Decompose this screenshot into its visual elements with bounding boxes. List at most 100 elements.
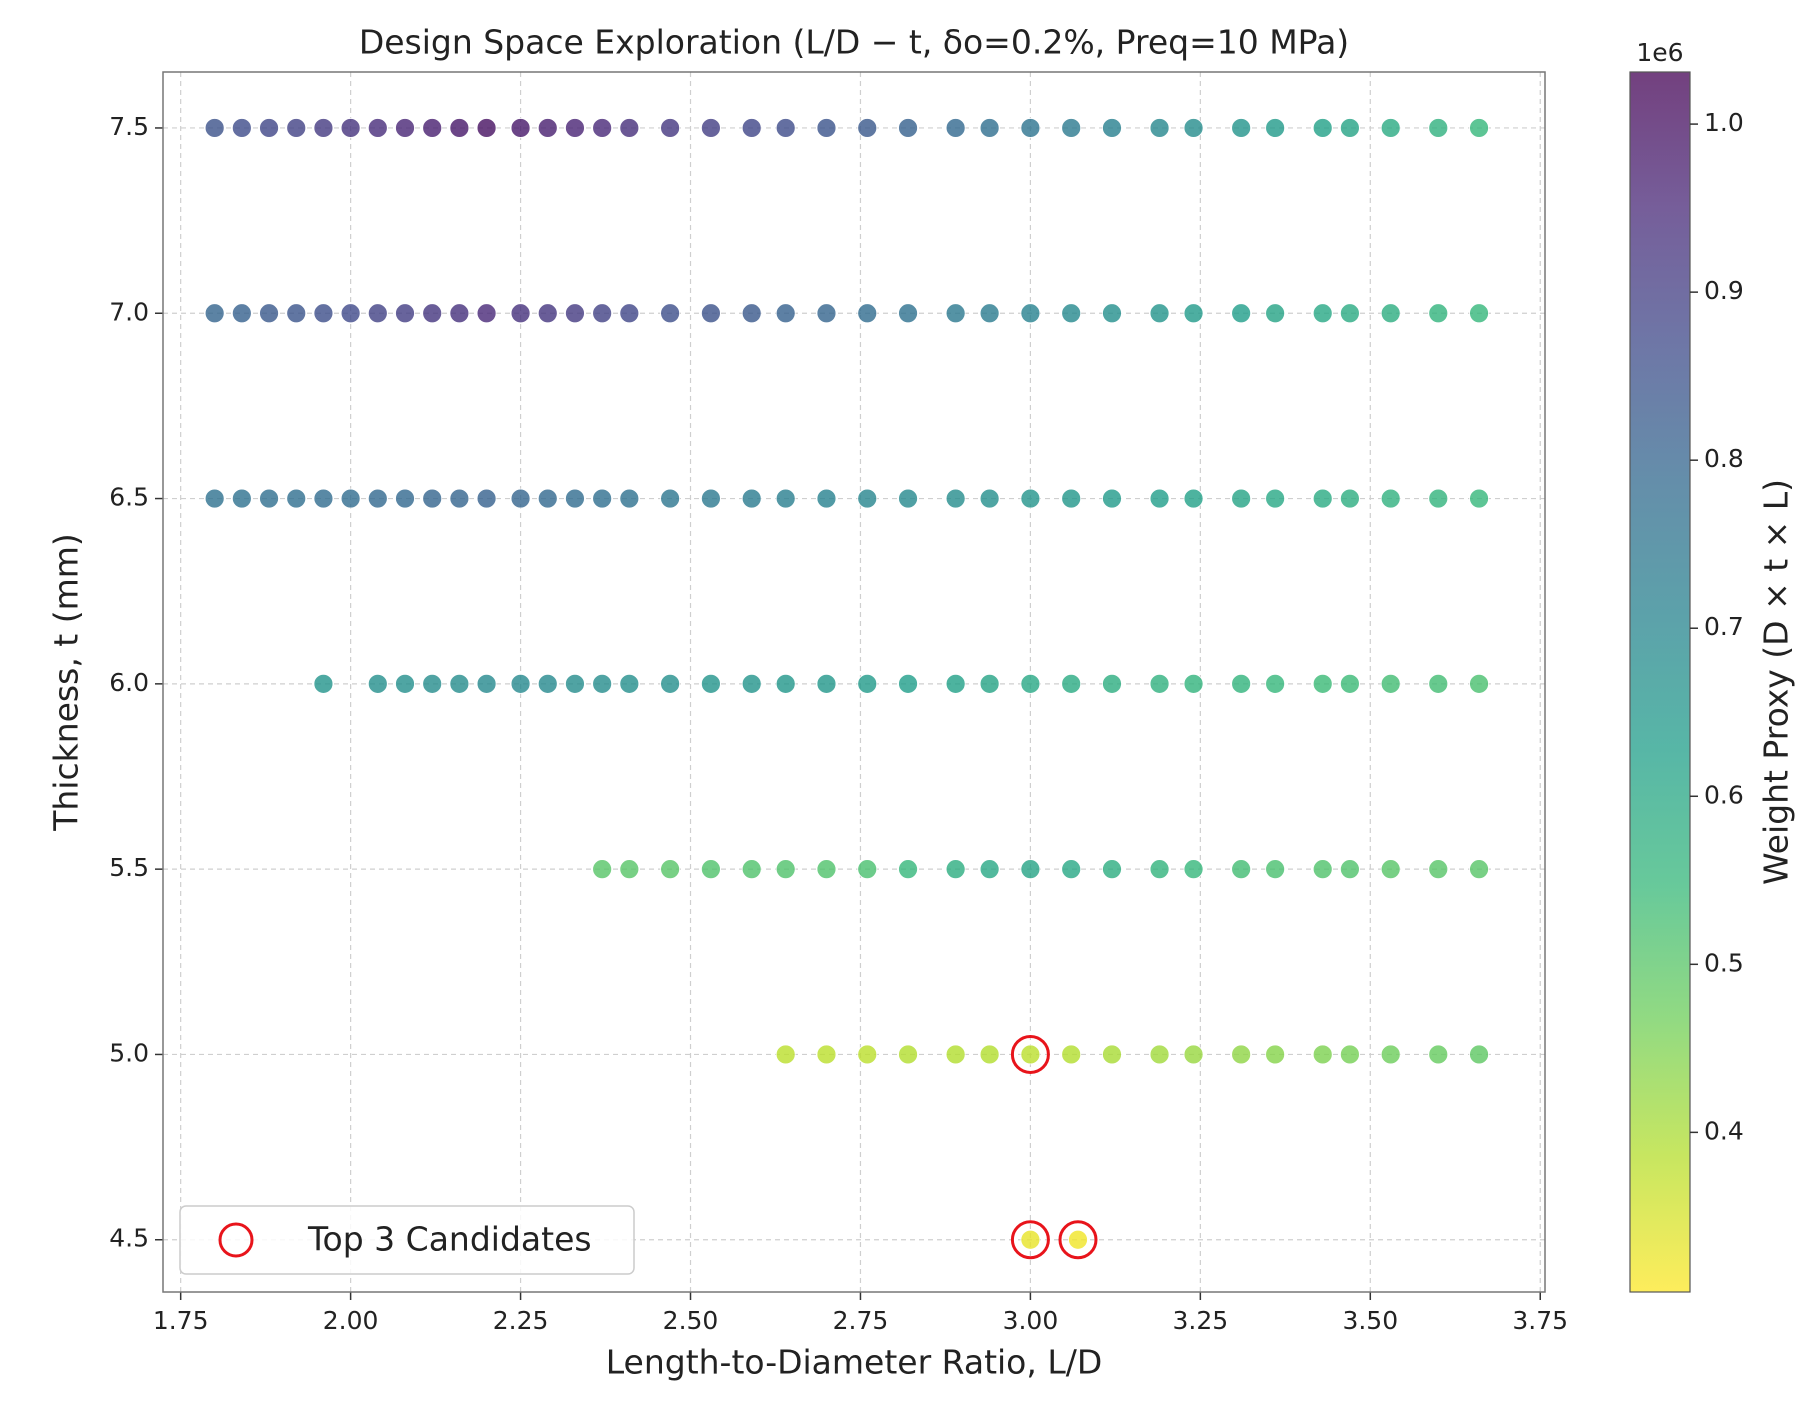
point [1149, 1044, 1170, 1065]
x-tick-label: 3.00 [1003, 1306, 1059, 1335]
point [1265, 488, 1286, 509]
point [1265, 859, 1286, 880]
chart-title: Design Space Exploration (L/D − t, δo=0.… [359, 23, 1349, 62]
colorbar [1629, 71, 1691, 1293]
point [945, 1044, 966, 1065]
point [1068, 1229, 1088, 1250]
point [1061, 488, 1082, 509]
point [775, 118, 796, 138]
point [231, 118, 252, 138]
point [537, 303, 558, 324]
point [204, 303, 225, 324]
point [660, 673, 681, 694]
point [367, 488, 388, 509]
point [592, 859, 613, 880]
point [1340, 488, 1360, 509]
colorbar-offset: 1e6 [1636, 38, 1683, 67]
point [1061, 859, 1082, 880]
point [286, 488, 307, 509]
point [476, 673, 497, 694]
candidate-marker [1010, 1220, 1050, 1260]
point [701, 303, 721, 324]
point [898, 673, 918, 694]
x-tick-label: 2.25 [493, 1306, 549, 1335]
point [1380, 118, 1401, 138]
colorbar-tick-label: 0.9 [1704, 276, 1744, 305]
point [741, 859, 762, 880]
colorbar-tick-label: 0.8 [1704, 444, 1744, 473]
point [945, 859, 966, 880]
point [510, 488, 531, 509]
point [775, 1044, 796, 1065]
point [945, 673, 966, 694]
point [741, 488, 762, 509]
point [775, 303, 796, 324]
x-tick-label: 2.00 [323, 1306, 379, 1335]
point [313, 303, 334, 324]
point [1340, 303, 1360, 324]
point [592, 118, 613, 138]
point [1469, 673, 1489, 694]
y-axis-label: Thickness, t (mm) [47, 533, 86, 832]
y-tick-label: 6.5 [109, 483, 149, 512]
point [1469, 303, 1489, 324]
point [619, 303, 640, 324]
point [1340, 118, 1360, 138]
x-tick-label: 2.50 [663, 1306, 719, 1335]
point [395, 118, 415, 138]
point [1428, 1044, 1449, 1065]
point [1265, 1044, 1286, 1065]
point [1020, 118, 1041, 138]
point [313, 118, 334, 138]
legend-marker [218, 1222, 254, 1258]
point [476, 488, 497, 509]
point [313, 488, 334, 509]
point [1340, 673, 1360, 694]
point [1340, 859, 1360, 880]
point [1231, 303, 1252, 324]
point [1380, 488, 1401, 509]
point [395, 673, 415, 694]
point [449, 118, 470, 138]
point [313, 673, 334, 694]
point [898, 1044, 918, 1065]
point [565, 488, 585, 509]
point [1061, 673, 1082, 694]
point [1149, 673, 1170, 694]
point [1231, 488, 1252, 509]
point [286, 303, 307, 324]
point [857, 303, 878, 324]
point [537, 673, 558, 694]
colorbar-tick-label: 1.0 [1704, 108, 1744, 137]
y-tick-label: 4.5 [109, 1224, 149, 1253]
point [1428, 488, 1449, 509]
point [259, 488, 279, 509]
point [1102, 303, 1122, 324]
point [701, 488, 721, 509]
point [1183, 673, 1204, 694]
point [816, 673, 837, 694]
point [1469, 1044, 1489, 1065]
point [1020, 859, 1041, 880]
point [395, 488, 415, 509]
colorbar-tick-label: 0.7 [1704, 612, 1744, 641]
point [1428, 673, 1449, 694]
y-tick-label: 7.0 [109, 297, 149, 326]
y-tick-label: 6.0 [109, 668, 149, 697]
x-tick-label: 3.25 [1173, 1306, 1229, 1335]
point [422, 673, 443, 694]
point [565, 673, 585, 694]
point [340, 488, 361, 509]
legend-box [179, 1205, 635, 1275]
point [367, 303, 388, 324]
point [775, 859, 796, 880]
point [619, 859, 640, 880]
point [1020, 1229, 1041, 1250]
point [259, 118, 279, 138]
colorbar-label: Weight Proxy (D × t × L) [1757, 479, 1796, 885]
point [1149, 118, 1170, 138]
point [1265, 673, 1286, 694]
plot-frame [162, 71, 1546, 1293]
point [857, 673, 878, 694]
